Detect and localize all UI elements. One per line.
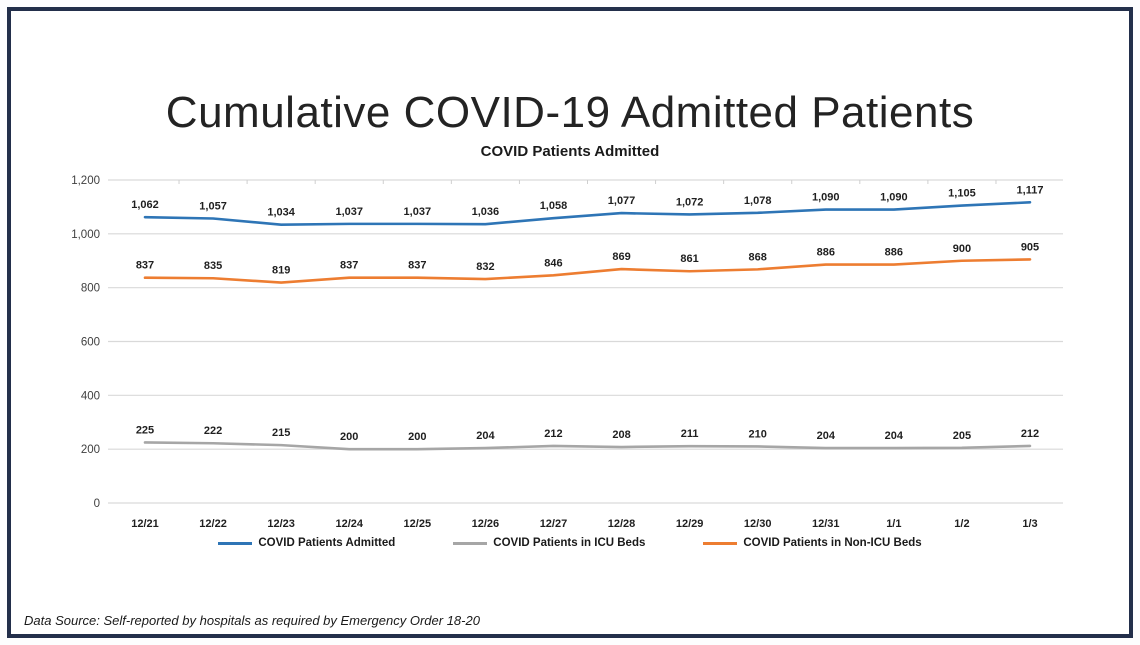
data-label: 204 bbox=[817, 430, 836, 442]
data-label: 200 bbox=[340, 431, 358, 443]
slide-frame: Cumulative COVID-19 Admitted Patients CO… bbox=[7, 7, 1133, 638]
line-chart: 0 200 400 600 800 1,000 1,200 1,062 1,057 1,034 1,… bbox=[71, 175, 1063, 530]
legend-swatch bbox=[453, 541, 488, 545]
data-label: 1,036 bbox=[472, 206, 500, 218]
data-label: 225 bbox=[136, 424, 154, 436]
y-tick-label: 200 bbox=[81, 444, 100, 456]
x-tick-label: 12/31 bbox=[812, 518, 840, 530]
x-tick-label: 12/24 bbox=[335, 518, 363, 530]
x-tick-label: 1/3 bbox=[1022, 518, 1037, 530]
data-label: 204 bbox=[885, 430, 904, 442]
x-tick-label: 12/25 bbox=[404, 518, 432, 530]
series-line-covid-patients-in-icu-beds bbox=[143, 441, 1032, 451]
data-label: 215 bbox=[272, 427, 290, 439]
data-label: 886 bbox=[817, 247, 835, 259]
x-tick-label: 12/22 bbox=[199, 518, 227, 530]
data-label: 1,090 bbox=[880, 192, 908, 204]
data-label: 1,034 bbox=[267, 207, 295, 219]
data-label: 900 bbox=[953, 243, 971, 255]
legend-label: COVID Patients in Non-ICU Beds bbox=[743, 537, 922, 549]
y-tick-label: 1,200 bbox=[71, 175, 100, 187]
data-label: 837 bbox=[340, 260, 358, 272]
data-label: 1,077 bbox=[608, 195, 636, 207]
x-tick-label: 12/21 bbox=[131, 518, 159, 530]
legend-item: COVID Patients in ICU Beds bbox=[453, 537, 645, 549]
data-label: 1,090 bbox=[812, 192, 840, 204]
data-label: 222 bbox=[204, 425, 222, 437]
y-tick-label: 0 bbox=[94, 498, 100, 510]
y-tick-label: 600 bbox=[81, 337, 100, 349]
data-label: 210 bbox=[749, 428, 767, 440]
legend-item: COVID Patients in Non-ICU Beds bbox=[703, 537, 922, 549]
data-label: 819 bbox=[272, 265, 290, 277]
data-label: 204 bbox=[476, 430, 495, 442]
data-label: 1,105 bbox=[948, 188, 976, 200]
data-label: 835 bbox=[204, 260, 222, 272]
data-label: 886 bbox=[885, 247, 903, 259]
data-label: 211 bbox=[681, 428, 699, 440]
legend-swatch bbox=[703, 541, 738, 545]
data-label: 1,062 bbox=[131, 199, 159, 211]
data-label: 832 bbox=[476, 261, 494, 273]
x-tick-label: 1/1 bbox=[886, 518, 901, 530]
data-label: 1,117 bbox=[1017, 184, 1044, 196]
x-tick-label: 12/27 bbox=[540, 518, 568, 530]
x-tick-label: 12/28 bbox=[608, 518, 636, 530]
data-label: 1,037 bbox=[404, 206, 432, 218]
legend-item: COVID Patients Admitted bbox=[218, 537, 395, 549]
x-tick-label: 12/29 bbox=[676, 518, 704, 530]
legend-label: COVID Patients in ICU Beds bbox=[493, 537, 646, 549]
data-label: 1,057 bbox=[199, 200, 227, 212]
x-tick-label: 12/26 bbox=[472, 518, 500, 530]
x-tick-label: 12/23 bbox=[267, 518, 295, 530]
chart-title: COVID Patients Admitted bbox=[480, 143, 660, 160]
x-tick-label: 12/30 bbox=[744, 518, 772, 530]
legend-swatch bbox=[218, 541, 253, 545]
data-label: 861 bbox=[680, 253, 698, 265]
x-tick-label: 1/2 bbox=[954, 518, 969, 530]
y-tick-label: 800 bbox=[81, 283, 100, 295]
data-label: 200 bbox=[408, 431, 426, 443]
page-title: Cumulative COVID-19 Admitted Patients bbox=[165, 88, 975, 138]
legend-label: COVID Patients Admitted bbox=[258, 537, 396, 549]
data-label: 208 bbox=[612, 429, 630, 441]
series-line-covid-patients-admitted bbox=[143, 201, 1032, 226]
data-source-note: Data Source: Self-reported by hospitals … bbox=[24, 613, 480, 628]
data-label: 212 bbox=[1021, 428, 1039, 440]
data-label: 212 bbox=[544, 428, 562, 440]
data-label: 1,037 bbox=[335, 206, 363, 218]
data-label: 846 bbox=[544, 257, 562, 269]
chart-legend: COVID Patients Admitted COVID Patients in… bbox=[11, 537, 1129, 549]
data-label: 868 bbox=[749, 251, 767, 263]
data-label: 837 bbox=[408, 260, 426, 272]
data-label: 905 bbox=[1021, 241, 1039, 253]
y-tick-label: 1,000 bbox=[71, 229, 100, 241]
data-label: 1,078 bbox=[744, 195, 772, 207]
data-label: 1,058 bbox=[540, 200, 568, 212]
y-tick-label: 400 bbox=[81, 390, 100, 402]
data-label: 1,072 bbox=[676, 196, 704, 208]
data-label: 869 bbox=[612, 251, 630, 263]
data-label: 837 bbox=[136, 260, 154, 272]
series-line-covid-patients-in-non-icu-beds bbox=[143, 258, 1032, 284]
data-label: 205 bbox=[953, 430, 971, 442]
